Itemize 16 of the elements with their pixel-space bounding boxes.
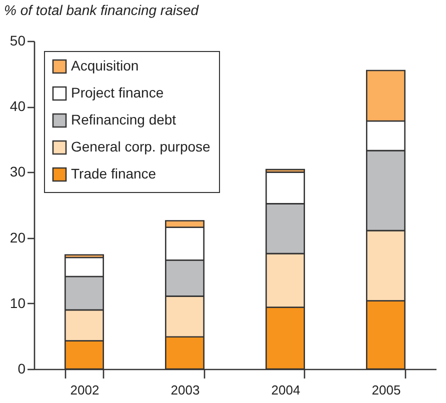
x-tick-label: 2003 bbox=[170, 382, 200, 398]
y-tick-label: 0 bbox=[18, 360, 26, 376]
y-tick-label: 50 bbox=[10, 32, 26, 48]
y-tick-label: 30 bbox=[10, 164, 26, 180]
legend-label: Refinancing debt bbox=[71, 112, 176, 128]
x-tick-label: 2005 bbox=[372, 382, 401, 398]
legend-label: General corp. purpose bbox=[71, 138, 211, 154]
legend-label: Project finance bbox=[71, 84, 164, 100]
x-tick-label: 2004 bbox=[271, 382, 300, 398]
chart-title: % of total bank financing raised bbox=[4, 2, 200, 18]
x-tick-label: 2002 bbox=[70, 382, 100, 398]
legend-label: Acquisition bbox=[71, 58, 139, 74]
y-tick-label: 20 bbox=[10, 229, 26, 246]
y-tick-label: 40 bbox=[10, 98, 26, 114]
y-tick-label: 10 bbox=[10, 294, 26, 311]
legend-label: Trade finance bbox=[71, 166, 156, 182]
